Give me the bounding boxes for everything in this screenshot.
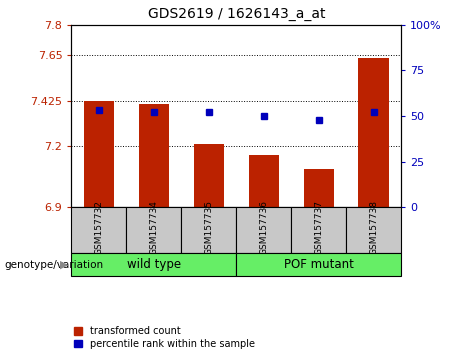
Bar	[303, 169, 334, 207]
Bar	[84, 101, 114, 207]
Bar	[139, 104, 169, 207]
Text: GSM157732: GSM157732	[95, 200, 103, 255]
Bar	[71, 207, 126, 253]
Text: GSM157738: GSM157738	[369, 200, 378, 255]
Text: genotype/variation: genotype/variation	[5, 259, 104, 270]
Bar	[236, 207, 291, 253]
Text: GSM157736: GSM157736	[259, 200, 268, 255]
Text: GSM157734: GSM157734	[149, 200, 159, 255]
Legend: transformed count, percentile rank within the sample: transformed count, percentile rank withi…	[74, 326, 254, 349]
Text: GSM157735: GSM157735	[204, 200, 213, 255]
Bar	[194, 144, 224, 207]
Bar	[126, 207, 181, 253]
Text: GSM157737: GSM157737	[314, 200, 323, 255]
Bar	[236, 253, 401, 276]
Bar	[71, 253, 236, 276]
Title: GDS2619 / 1626143_a_at: GDS2619 / 1626143_a_at	[148, 7, 325, 21]
Text: ▶: ▶	[60, 259, 68, 270]
Bar	[359, 58, 389, 207]
Bar	[346, 207, 401, 253]
Bar	[248, 155, 279, 207]
Bar	[291, 207, 346, 253]
Text: POF mutant: POF mutant	[284, 258, 354, 271]
Bar	[181, 207, 236, 253]
Text: wild type: wild type	[127, 258, 181, 271]
